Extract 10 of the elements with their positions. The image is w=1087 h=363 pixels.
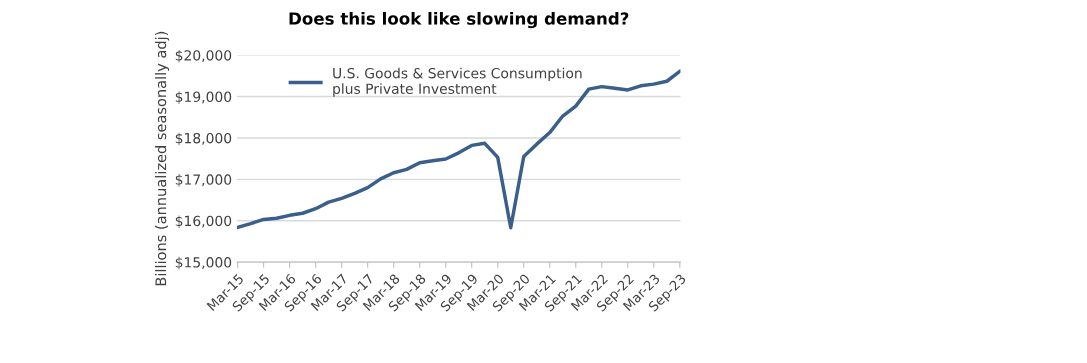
y-tick-label: $16,000 — [175, 215, 232, 229]
y-tick-label: $19,000 — [175, 91, 232, 104]
y-tick-label: $18,000 — [175, 132, 232, 146]
chart-title: Does this look like slowing demand? — [289, 11, 629, 29]
line-series — [236, 69, 681, 230]
y-tick-label: $17,000 — [175, 174, 232, 187]
legend-label: U.S. Goods & Services Consumption plus Private Investment — [333, 67, 582, 97]
y-axis-title: Billions (annualized seasonally adj) — [155, 31, 170, 286]
y-tick-label: $15,000 — [175, 256, 232, 270]
y-tick-label: $20,000 — [175, 49, 232, 63]
